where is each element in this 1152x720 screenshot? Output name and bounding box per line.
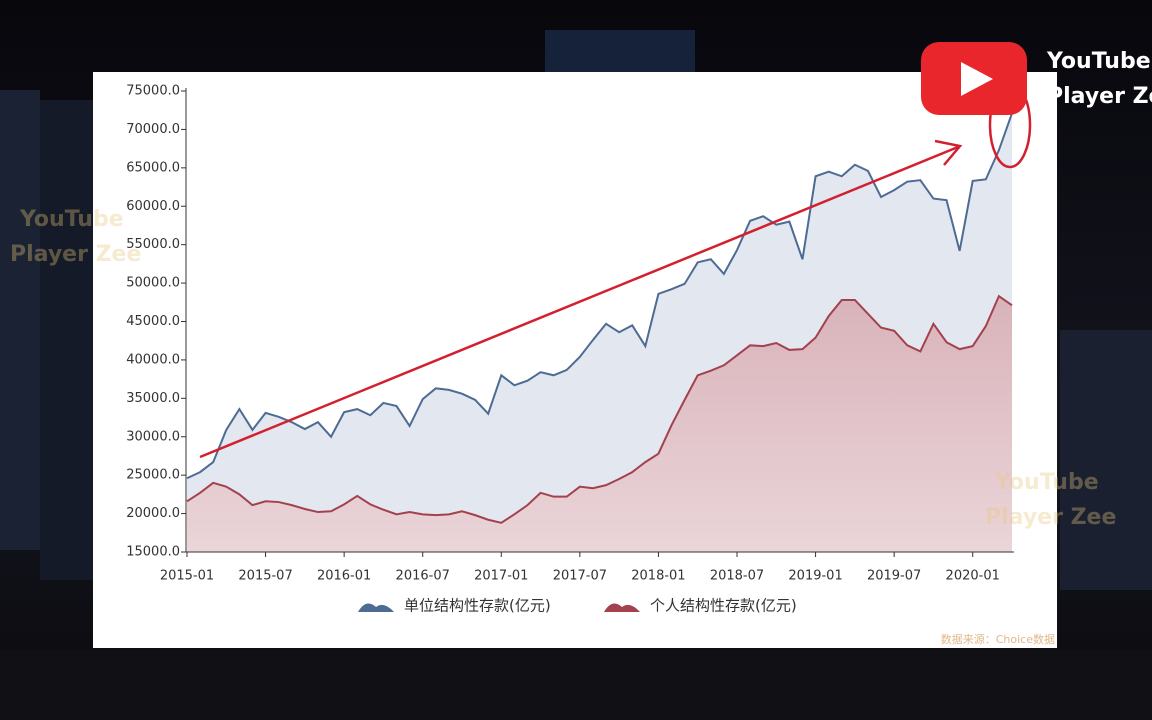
building — [545, 30, 695, 72]
y-tick-label: 20000.0 — [126, 506, 180, 521]
x-tick-label: 2020-01 — [946, 569, 1000, 584]
watermark: YouTube — [994, 470, 1099, 495]
building — [1060, 330, 1152, 590]
legend-icon — [358, 603, 394, 612]
x-tick-label: 2015-01 — [160, 569, 214, 584]
ground — [0, 650, 1152, 720]
y-tick-label: 30000.0 — [126, 429, 180, 444]
legend-label: 单位结构性存款(亿元) — [404, 597, 551, 615]
y-tick-label: 25000.0 — [126, 468, 180, 483]
x-tick-label: 2016-01 — [317, 569, 371, 584]
y-tick-label: 40000.0 — [126, 352, 180, 367]
area-fade — [187, 296, 1012, 552]
line — [186, 112, 1013, 480]
y-tick-label: 35000.0 — [126, 391, 180, 406]
building — [0, 90, 40, 550]
x-tick-label: 2017-07 — [553, 569, 607, 584]
watermark: Player Zee — [1047, 84, 1152, 109]
y-tick-label: 60000.0 — [126, 199, 180, 214]
x-tick-label: 2019-01 — [788, 569, 842, 584]
arrow-head — [934, 139, 963, 166]
y-tick-label: 65000.0 — [126, 160, 180, 175]
y-tick-label: 70000.0 — [126, 122, 180, 137]
y-tick-label: 75000.0 — [126, 84, 180, 99]
x-tick-label: 2015-07 — [238, 569, 292, 584]
line — [186, 294, 1013, 524]
y-tick-label: 55000.0 — [126, 237, 180, 252]
plot — [186, 112, 1013, 552]
x-tick-label: 2017-01 — [474, 569, 528, 584]
y-tick-label: 15000.0 — [126, 545, 180, 560]
x-tick-label: 2018-07 — [710, 569, 764, 584]
x-tick-label: 2018-01 — [631, 569, 685, 584]
x-tick-label: 2016-07 — [396, 569, 450, 584]
source-note: 数据来源：Choice数据 — [941, 632, 1055, 646]
building — [40, 100, 95, 580]
watermark: YouTube — [1046, 49, 1151, 74]
y-tick-label: 45000.0 — [126, 314, 180, 329]
watermark: YouTube — [19, 207, 124, 232]
x-tick-label: 2019-07 — [867, 569, 921, 584]
legend-icon — [604, 603, 640, 612]
watermark: Player Zee — [985, 505, 1116, 530]
play-icon — [961, 62, 993, 96]
trend-arrow — [199, 145, 959, 459]
y-tick-label: 50000.0 — [126, 276, 180, 291]
legend-label: 个人结构性存款(亿元) — [650, 597, 797, 615]
watermark: Player Zee — [10, 242, 141, 267]
